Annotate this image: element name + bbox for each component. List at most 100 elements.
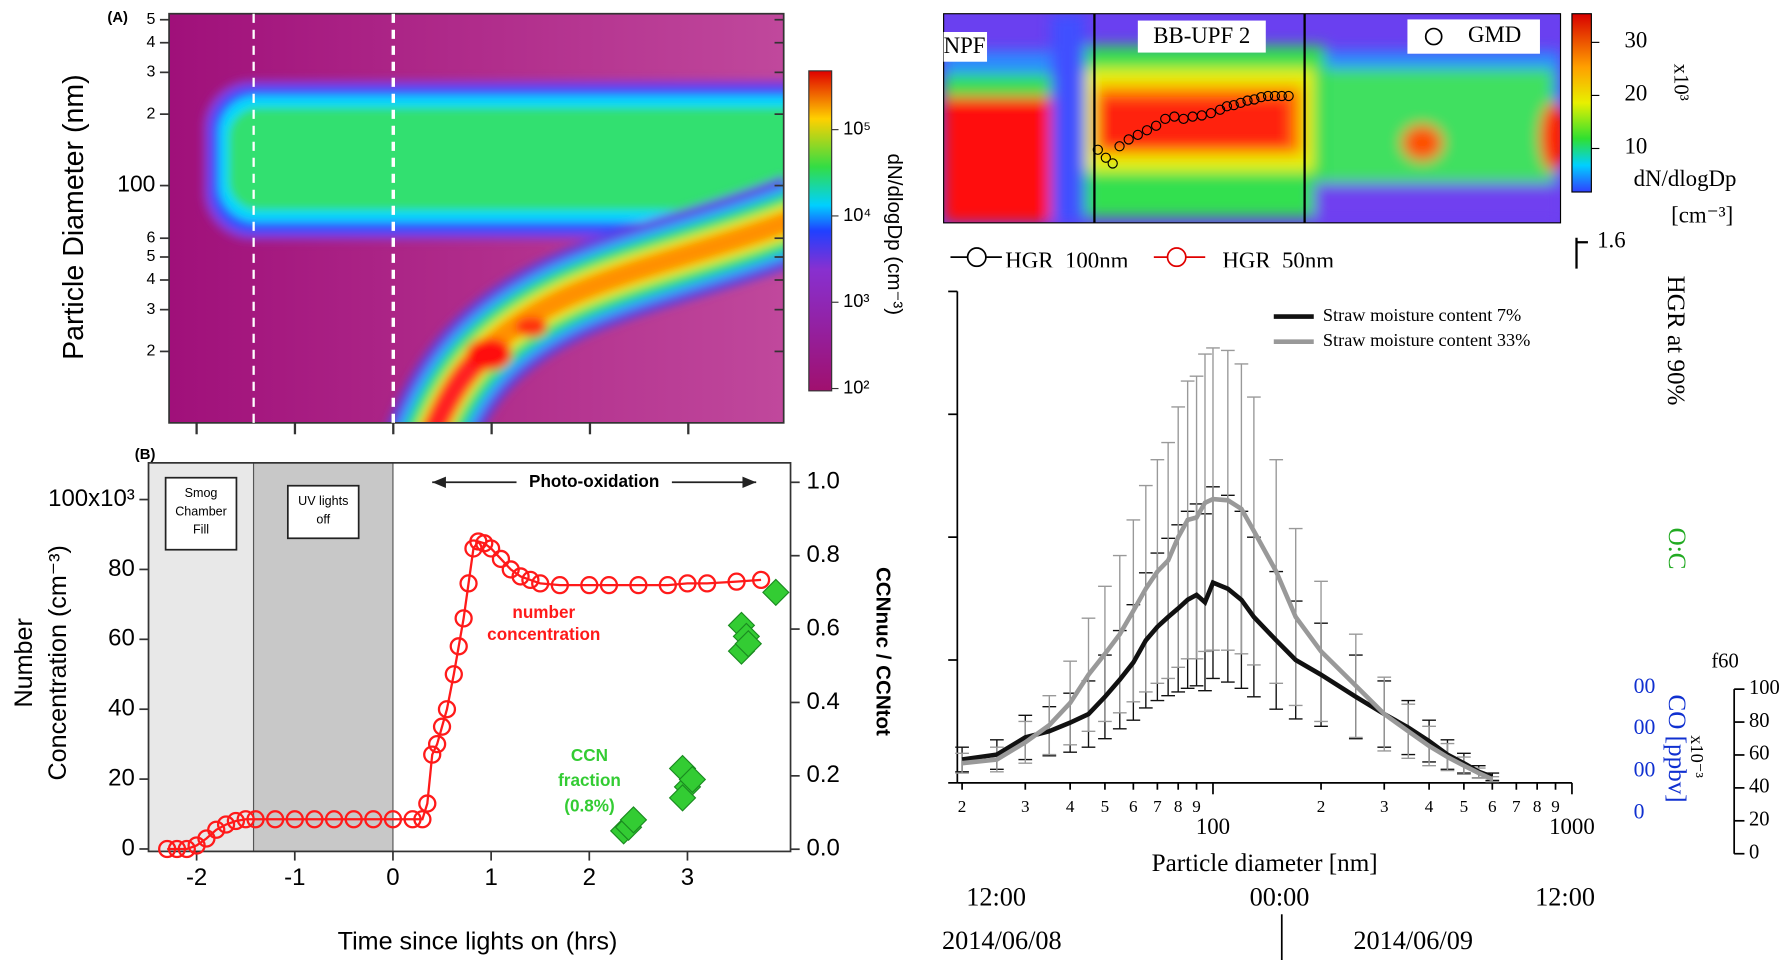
y-tick-label: 60	[108, 625, 135, 652]
data-point	[599, 576, 619, 595]
panel-a: 5 4 3 2 100 6 5 4 3 2 (A) Particle Diameter (nm) 10⁵…	[58, 10, 906, 435]
data-point	[177, 839, 196, 859]
x-tick-label: 100	[1196, 814, 1230, 839]
time-label: 12:00	[966, 882, 1026, 911]
data-point	[481, 539, 501, 558]
region-label: Chamber	[175, 504, 227, 518]
y-tick-label: 5	[146, 11, 155, 28]
x-tick-label: 9	[1551, 797, 1560, 816]
f60-tick-label: 40	[1749, 776, 1770, 798]
data-point	[403, 810, 422, 829]
co-tick-label: 00	[1634, 674, 1656, 698]
data-point	[158, 839, 177, 859]
colorbar	[1571, 13, 1592, 193]
data-point	[762, 578, 790, 607]
data-point	[751, 570, 771, 590]
f60-tick-label: 0	[1749, 841, 1759, 863]
annotation: Photo-oxidation	[529, 471, 659, 491]
data-point	[454, 609, 473, 628]
y2-tick-label: 0.2	[807, 761, 840, 788]
colorbar-tick-label: 10³	[843, 290, 869, 311]
y-tick-label: 20	[108, 764, 135, 791]
x-tick-label: 3	[1380, 797, 1389, 816]
gmd-marker	[1141, 125, 1153, 136]
panel-title: (B)	[135, 447, 156, 463]
data-point	[697, 574, 717, 593]
y2-tick-label: 0.0	[807, 835, 840, 862]
heatmap-patch	[1051, 13, 1086, 223]
y2-tick-label: 0.6	[807, 614, 840, 641]
legend-label: HGR_50nm	[1222, 248, 1334, 273]
series-label: CCN	[571, 745, 608, 765]
y-tick-label: 40	[108, 695, 135, 722]
region-label: Smog	[185, 486, 218, 500]
x-tick-label: 8	[1174, 797, 1183, 816]
region-label-box	[286, 484, 360, 540]
data-point	[246, 810, 265, 829]
f60-tick-label: 20	[1749, 809, 1770, 831]
gmd-marker	[1221, 101, 1233, 112]
data-point	[437, 700, 457, 719]
plot-frame	[147, 462, 792, 853]
data-point	[459, 574, 478, 593]
heatmap-blur	[943, 13, 1561, 223]
heatmap-patch	[1096, 97, 1291, 149]
x-tick-label: 5	[1460, 797, 1469, 816]
data-point	[383, 810, 403, 829]
region-label-box	[164, 476, 238, 551]
y2-axis-label: CCNnuc / CCNtot	[871, 567, 894, 736]
gmd-marker	[1262, 90, 1274, 102]
heatmap-patch	[943, 97, 1058, 223]
plot-frame	[168, 12, 785, 424]
y-tick-label: 100	[117, 171, 155, 197]
data-point	[216, 815, 236, 834]
x-tick-label: 2	[1317, 797, 1326, 816]
colorbar-tick-label: 10	[1624, 134, 1647, 159]
heatmap-blur	[203, 80, 784, 423]
time-label: 12:00	[1535, 882, 1595, 911]
data-point	[364, 810, 383, 829]
data-point	[727, 572, 746, 591]
date-label: 2014/06/09	[1353, 926, 1473, 955]
oc-label: O:C	[1663, 528, 1690, 570]
data-point	[305, 810, 324, 829]
clipped-legend: HGR_100nm HGR_50nm	[950, 247, 1334, 273]
y-tick-label: 6	[146, 229, 155, 246]
f60-label: f60	[1711, 651, 1738, 673]
growth-core	[466, 338, 512, 371]
data-point	[629, 576, 648, 595]
series-line	[961, 496, 1494, 782]
data-point	[423, 745, 442, 764]
data-point	[668, 784, 697, 812]
heatmap-image	[169, 13, 784, 423]
x-tick-label: 3	[681, 864, 694, 891]
colorbar-label: [cm⁻³]	[1671, 202, 1733, 227]
data-point	[531, 574, 550, 593]
data-point	[413, 810, 432, 829]
gmd-marker	[1100, 152, 1111, 163]
colorbar-tick-label: 10⁵	[843, 117, 871, 138]
y-tick-label: 3	[146, 301, 155, 318]
x-tick-label: -1	[284, 864, 305, 891]
annotation-bg	[516, 470, 672, 494]
y-axis-label: Particle Diameter (nm)	[58, 74, 90, 360]
x-tick-label: 7	[1153, 797, 1162, 816]
gmd-marker	[1228, 100, 1239, 111]
y-tick-label: 2	[146, 343, 155, 360]
heatmap-patch	[1401, 124, 1443, 162]
y-tick-label: 100x10³	[48, 485, 135, 512]
x-tick-label: 8	[1533, 797, 1542, 816]
label-box	[1137, 20, 1266, 53]
y-tick-label: 2	[146, 105, 155, 122]
x-tick-label: 2	[583, 864, 596, 891]
data-point	[444, 665, 463, 684]
gmd-marker	[1283, 90, 1294, 102]
y-axis-label: Number	[10, 618, 38, 707]
data-point	[521, 570, 540, 590]
region-label: NPF	[944, 33, 986, 58]
data-point	[491, 549, 511, 569]
data-point	[285, 810, 304, 829]
region-label: Fill	[193, 523, 209, 537]
gmd-marker	[1235, 97, 1246, 108]
